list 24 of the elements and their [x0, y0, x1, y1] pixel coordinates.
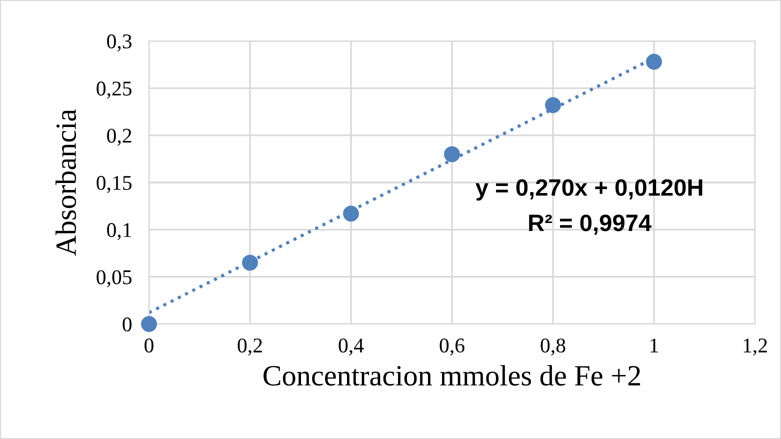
- x-tick-label: 1: [650, 338, 658, 352]
- x-tick-label: 0,6: [440, 338, 464, 356]
- point: [242, 254, 258, 271]
- x-tick-label: 0,8: [540, 338, 566, 356]
- y-tick-label: 0,25: [96, 82, 132, 99]
- annotation: y = 0,270x + 0,0120H: [476, 179, 702, 201]
- x-tick-label: 1,2: [744, 338, 767, 356]
- point: [646, 54, 662, 70]
- y-tick-label: 0,3: [107, 34, 132, 52]
- y-tick-label: 0,1: [107, 223, 132, 240]
- x-axis-title: Concentracion mmoles de Fe +2: [264, 365, 640, 386]
- x-tick-label: 0,2: [238, 338, 262, 356]
- point: [141, 316, 157, 332]
- point: [444, 146, 460, 162]
- x-tick-label: 0: [144, 338, 154, 353]
- y-tick-label: 0: [122, 317, 132, 332]
- y-tick-label: 0,15: [96, 176, 132, 193]
- x-tick-label: 0,4: [338, 338, 364, 356]
- y-tick-label: 0,05: [96, 270, 132, 288]
- point: [343, 206, 359, 222]
- point: [545, 97, 561, 114]
- annotation: R² = 0,9974: [529, 214, 652, 235]
- y-axis-title: Absorbancia: [56, 109, 76, 256]
- y-tick-label: 0,2: [107, 128, 132, 146]
